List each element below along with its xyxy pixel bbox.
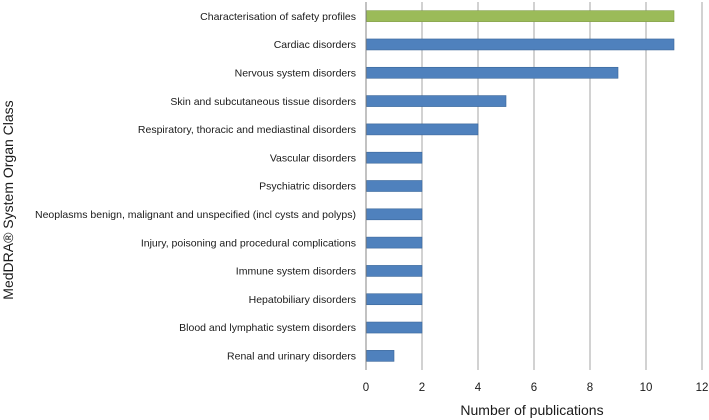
bar	[366, 66, 619, 79]
bar	[366, 208, 423, 221]
bar	[366, 38, 675, 51]
x-tick-labels: 0 2 4 6 8 10 12	[363, 382, 709, 394]
y-axis-title: MedDRA® System Organ Class	[0, 100, 16, 299]
bar	[366, 321, 423, 334]
x-tick-label: 4	[475, 382, 482, 394]
category-label: Neoplasms benign, malignant and unspecif…	[35, 209, 356, 221]
bar	[366, 151, 423, 164]
bar	[366, 293, 423, 306]
category-label: Vascular disorders	[270, 152, 356, 164]
bar	[366, 10, 675, 22]
bar	[366, 265, 423, 277]
category-label: Immune system disorders	[236, 266, 356, 278]
category-label: Respiratory, thoracic and mediastinal di…	[138, 124, 356, 136]
x-tick-label: 8	[587, 382, 593, 394]
category-labels: Characterisation of safety profiles Cardi…	[35, 11, 356, 363]
bar	[366, 236, 423, 249]
x-axis-title: Number of publications	[460, 402, 603, 418]
gridlines	[421, 2, 703, 370]
bar	[366, 180, 423, 192]
x-tick-label: 10	[640, 382, 653, 394]
category-label: Nervous system disorders	[235, 67, 356, 79]
category-label: Psychiatric disorders	[259, 181, 356, 193]
bars	[366, 10, 675, 362]
category-label: Blood and lymphatic system disorders	[179, 322, 356, 334]
x-tick-label: 12	[696, 382, 709, 394]
category-label: Cardiac disorders	[274, 39, 356, 51]
category-label: Renal and urinary disorders	[227, 351, 356, 363]
x-tick-label: 2	[419, 382, 425, 394]
category-label: Characterisation of safety profiles	[200, 11, 356, 23]
bar	[366, 123, 479, 136]
x-tick-label: 0	[363, 382, 369, 394]
category-label: Skin and subcutaneous tissue disorders	[170, 96, 356, 108]
bar	[366, 95, 507, 107]
x-tick-label: 6	[531, 382, 537, 394]
category-label: Injury, poisoning and procedural complic…	[141, 237, 356, 249]
category-label: Hepatobiliary disorders	[249, 294, 356, 306]
bar	[366, 350, 395, 362]
